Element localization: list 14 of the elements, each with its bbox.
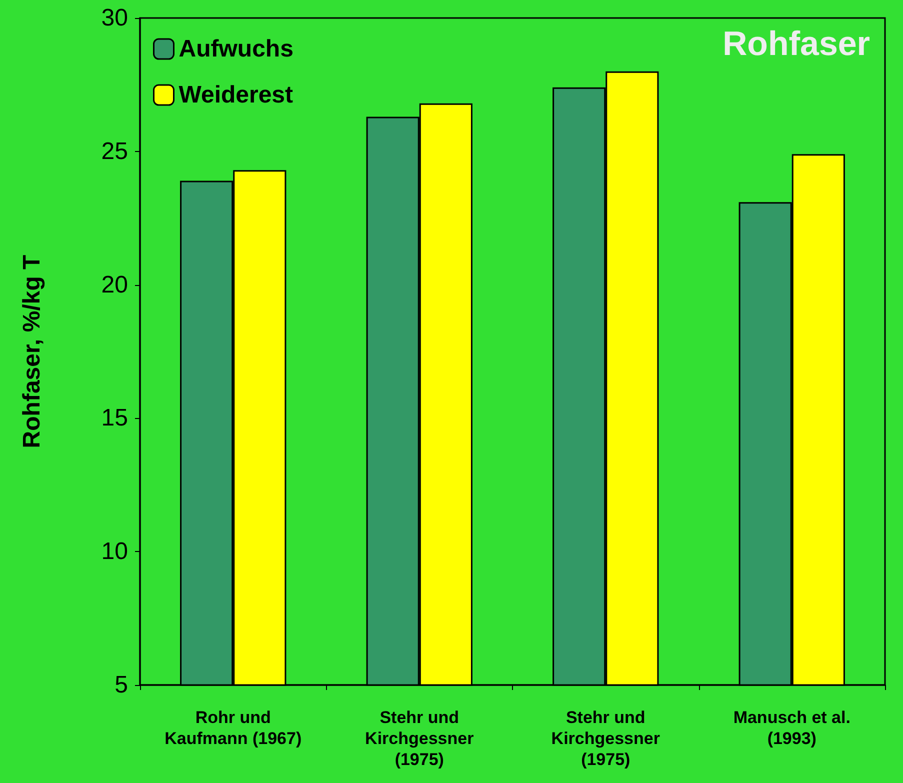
x-tick-label: Manusch et al. (1993) xyxy=(733,708,850,748)
x-tick-label: Stehr und Kirchgessner (1975) xyxy=(365,708,474,769)
x-tick-label: Stehr und Kirchgessner (1975) xyxy=(551,708,660,769)
legend-label: Aufwuchs xyxy=(178,36,294,62)
y-tick-label: 10 xyxy=(101,538,128,566)
y-tick-label: 15 xyxy=(101,404,128,432)
y-tick-label: 30 xyxy=(101,4,128,32)
y-tick-label: 20 xyxy=(101,271,128,298)
y-tick-label: 25 xyxy=(101,138,128,165)
chart-title: Rohfaser xyxy=(722,25,870,63)
legend-label: Weiderest xyxy=(178,82,294,108)
x-tick-label: Rohr und Kaufmann (1967) xyxy=(164,708,302,748)
y-axis-title: Rohfaser, %/kg T xyxy=(18,254,46,448)
y-tick-label: 5 xyxy=(114,672,128,698)
